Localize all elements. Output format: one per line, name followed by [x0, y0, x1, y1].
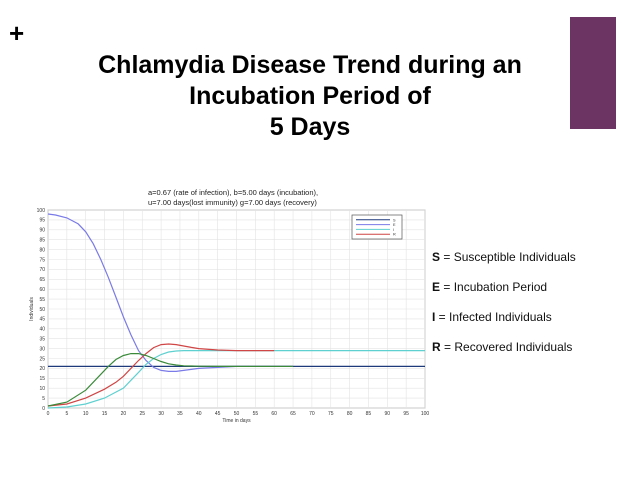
x-tick-label: 5	[65, 411, 68, 417]
y-tick-label: 10	[39, 386, 45, 392]
x-tick-label: 35	[177, 411, 183, 417]
y-tick-label: 100	[37, 208, 46, 214]
title-line-1: Chlamydia Disease Trend during an	[98, 51, 522, 79]
x-tick-label: 75	[328, 411, 334, 417]
y-tick-label: 30	[39, 346, 45, 352]
definition-s: S = Susceptible Individuals	[432, 250, 632, 264]
definition-key: I	[432, 310, 436, 324]
definition-r: R = Recovered Individuals	[432, 340, 632, 354]
y-tick-label: 70	[39, 267, 45, 273]
y-tick-label: 40	[39, 327, 45, 333]
plus-mark: +	[9, 18, 25, 48]
y-tick-label: 0	[42, 406, 45, 412]
x-tick-label: 55	[253, 411, 259, 417]
title-line-3: 5 Days	[269, 113, 351, 141]
legend-label-s: S	[393, 218, 396, 222]
definition-text: = Susceptible Individuals	[440, 250, 576, 264]
x-tick-label: 20	[121, 411, 127, 417]
x-tick-label: 25	[139, 411, 145, 417]
y-tick-label: 65	[39, 277, 45, 283]
series-line-unlabeled-4	[47, 353, 294, 407]
y-tick-label: 90	[39, 228, 45, 234]
definition-text: = Recovered Individuals	[440, 340, 573, 354]
y-tick-label: 60	[39, 287, 45, 293]
x-tick-label: 80	[347, 411, 353, 417]
y-tick-label: 80	[39, 247, 45, 253]
x-tick-label: 65	[290, 411, 296, 417]
y-tick-label: 50	[39, 307, 45, 313]
definitions-panel: S = Susceptible Individuals E = Incubati…	[432, 250, 632, 370]
y-tick-label: 85	[39, 238, 45, 244]
line-chart: a=0.67 (rate of infection), b=5.00 days …	[29, 188, 430, 424]
x-tick-label: 85	[366, 411, 372, 417]
definition-text: = Infected Individuals	[435, 310, 552, 324]
y-tick-label: 45	[39, 317, 45, 323]
y-axis-label: Individuals	[29, 297, 35, 321]
series-line-r	[47, 343, 275, 407]
legend-label-e: E	[393, 223, 396, 227]
definition-key: S	[432, 250, 441, 264]
slide-title: Chlamydia Disease Trend during an Incuba…	[50, 50, 570, 143]
legend-box	[351, 214, 403, 240]
y-tick-label: 5	[42, 396, 45, 402]
definition-key: E	[432, 280, 441, 294]
x-tick-label: 70	[309, 411, 315, 417]
y-tick-label: 20	[39, 366, 45, 372]
legend-label-r: R	[393, 233, 396, 237]
definition-text: = Incubation Period	[440, 280, 548, 294]
x-tick-label: 0	[47, 411, 50, 417]
legend-label-i: I	[393, 228, 394, 232]
x-tick-label: 30	[158, 411, 164, 417]
y-tick-label: 75	[39, 257, 45, 263]
title-line-2: Incubation Period of	[189, 82, 431, 110]
x-axis-label: Time in days	[222, 418, 251, 424]
y-tick-label: 95	[39, 218, 45, 224]
definition-key: R	[432, 340, 441, 354]
x-tick-label: 10	[83, 411, 89, 417]
y-tick-label: 25	[39, 356, 45, 362]
y-tick-label: 35	[39, 337, 45, 343]
y-tick-label: 55	[39, 297, 45, 303]
y-tick-label: 15	[39, 376, 45, 382]
x-tick-label: 40	[196, 411, 202, 417]
x-tick-label: 95	[403, 411, 409, 417]
chart-title-line: u=7.00 days(lost immunity) g=7.00 days (…	[148, 198, 317, 207]
accent-bar	[570, 17, 616, 129]
definition-i: I = Infected Individuals	[432, 310, 632, 324]
chart-area: a=0.67 (rate of infection), b=5.00 days …	[28, 185, 430, 425]
series-line-e	[47, 213, 294, 372]
series-line-i	[47, 350, 425, 409]
chart-title-line: a=0.67 (rate of infection), b=5.00 days …	[148, 188, 318, 197]
x-tick-label: 50	[234, 411, 240, 417]
x-tick-label: 60	[271, 411, 277, 417]
x-tick-label: 45	[215, 411, 221, 417]
x-tick-label: 90	[385, 411, 391, 417]
x-tick-label: 100	[421, 411, 430, 417]
definition-e: E = Incubation Period	[432, 280, 632, 294]
x-tick-label: 15	[102, 411, 108, 417]
